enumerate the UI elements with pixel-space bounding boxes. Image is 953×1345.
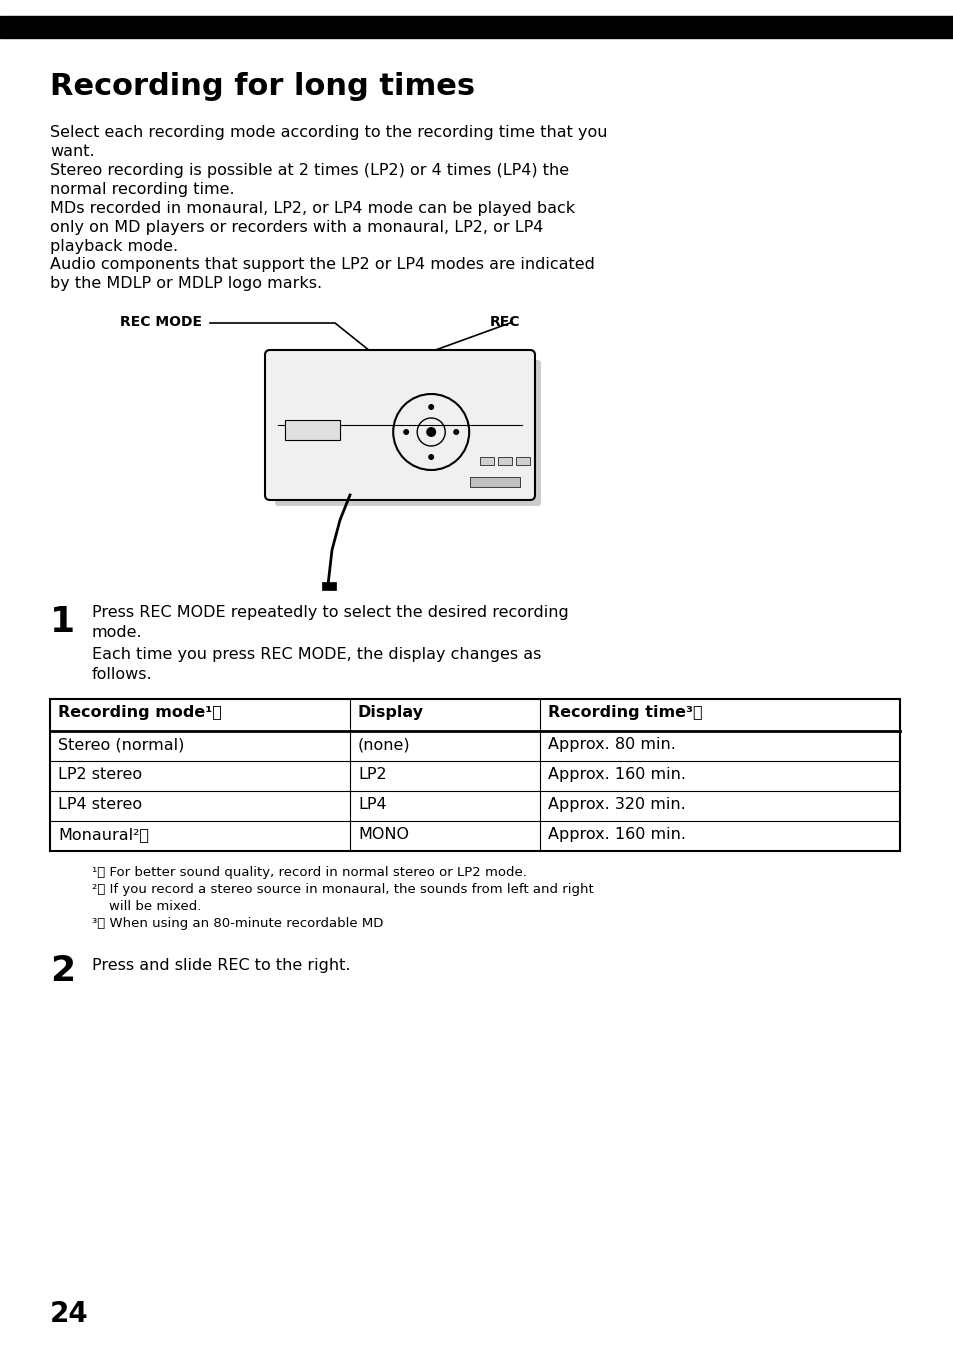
Text: Each time you press REC MODE, the display changes as
follows.: Each time you press REC MODE, the displa… [91, 647, 540, 682]
Bar [50, 699, 899, 851]
Text: Press and slide REC to the right.: Press and slide REC to the right. [91, 958, 350, 972]
Bar [0, 16, 953, 38]
Text: ¹⧸ For better sound quality, record in normal stereo or LP2 mode.: ¹⧸ For better sound quality, record in n… [91, 866, 526, 880]
Text: LP4 stereo: LP4 stereo [58, 798, 142, 812]
Circle shape [428, 404, 434, 410]
Text: Audio components that support the LP2 or LP4 modes are indicated
by the MDLP or : Audio components that support the LP2 or… [50, 257, 595, 292]
Bar [470, 477, 519, 487]
Text: LP2: LP2 [357, 767, 386, 781]
Bar [479, 457, 494, 465]
Text: Approx. 320 min.: Approx. 320 min. [547, 798, 685, 812]
Text: Recording time³⧸: Recording time³⧸ [547, 705, 702, 720]
Text: Display: Display [357, 705, 423, 720]
Text: REC MODE: REC MODE [120, 315, 202, 330]
Text: ²⧸ If you record a stereo source in monaural, the sounds from left and right: ²⧸ If you record a stereo source in mona… [91, 884, 593, 896]
Text: will be mixed.: will be mixed. [91, 900, 201, 913]
Bar [516, 457, 530, 465]
Bar [497, 457, 512, 465]
Text: LP2 stereo: LP2 stereo [58, 767, 142, 781]
FancyBboxPatch shape [274, 360, 540, 506]
Text: Select each recording mode according to the recording time that you
want.: Select each recording mode according to … [50, 125, 607, 159]
Circle shape [426, 426, 436, 437]
Text: Stereo recording is possible at 2 times (LP2) or 4 times (LP4) the
normal record: Stereo recording is possible at 2 times … [50, 163, 569, 198]
Text: 2: 2 [50, 954, 75, 989]
Text: Approx. 80 min.: Approx. 80 min. [547, 737, 675, 752]
Circle shape [403, 429, 409, 434]
Circle shape [453, 429, 458, 434]
Text: LP4: LP4 [357, 798, 386, 812]
Text: (none): (none) [357, 737, 410, 752]
Text: 1: 1 [50, 605, 75, 639]
Text: Stereo (normal): Stereo (normal) [58, 737, 184, 752]
Text: Press REC MODE repeatedly to select the desired recording
mode.: Press REC MODE repeatedly to select the … [91, 605, 568, 640]
Text: MONO: MONO [357, 827, 409, 842]
Text: REC: REC [490, 315, 520, 330]
Text: Approx. 160 min.: Approx. 160 min. [547, 767, 685, 781]
Circle shape [428, 455, 434, 460]
Text: 24: 24 [50, 1301, 89, 1328]
Text: Approx. 160 min.: Approx. 160 min. [547, 827, 685, 842]
Text: Recording for long times: Recording for long times [50, 73, 475, 101]
Text: Recording mode¹⧸: Recording mode¹⧸ [58, 705, 222, 720]
Bar [322, 582, 335, 590]
Bar [285, 420, 339, 440]
Text: ³⧸ When using an 80-minute recordable MD: ³⧸ When using an 80-minute recordable MD [91, 917, 383, 929]
Text: MDs recorded in monaural, LP2, or LP4 mode can be played back
only on MD players: MDs recorded in monaural, LP2, or LP4 mo… [50, 200, 575, 254]
Text: Monaural²⧸: Monaural²⧸ [58, 827, 149, 842]
FancyBboxPatch shape [265, 350, 535, 500]
